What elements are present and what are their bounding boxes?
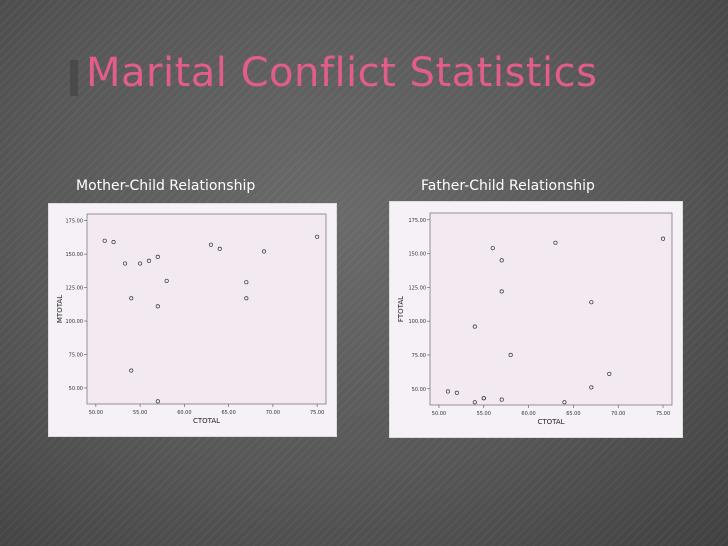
data-point (129, 368, 134, 373)
slide-title: Marital Conflict Statistics (86, 50, 598, 96)
data-point (261, 249, 267, 254)
y-tick-label: 150.00 (66, 252, 84, 258)
data-point (146, 258, 152, 263)
data-point (499, 397, 504, 402)
data-point (589, 385, 594, 390)
data-point (315, 234, 320, 239)
data-point (129, 296, 134, 301)
data-point (102, 238, 107, 243)
data-point (454, 390, 459, 395)
y-tick-label: 50.00 (412, 387, 426, 393)
data-point (472, 400, 477, 405)
x-tick-label: 70.00 (266, 410, 280, 416)
x-tick-label: 60.00 (521, 411, 535, 417)
x-tick-label: 70.00 (611, 411, 625, 417)
data-point (660, 236, 666, 241)
data-point (164, 278, 169, 283)
plot-area (429, 212, 673, 406)
x-tick-label: 75.00 (310, 410, 324, 416)
father-child-heading: Father-Child Relationship (421, 178, 595, 194)
y-tick-label: 175.00 (409, 218, 427, 224)
father-child-chart-panel: 50.00 55.00 60.00 65.00 70.00 75.00 50.00 75.00… (389, 201, 683, 438)
x-tick-label: 55.00 (133, 410, 147, 416)
x-axis-label: CTOTAL (193, 417, 220, 425)
y-tick-label: 75.00 (412, 353, 426, 359)
data-point (445, 389, 450, 394)
data-point (111, 240, 116, 245)
x-tick-label: 65.00 (566, 411, 580, 417)
y-tick-label: 125.00 (66, 286, 84, 292)
x-tick-label: 50.00 (432, 411, 446, 417)
data-point (217, 246, 222, 251)
data-point (123, 261, 128, 266)
data-point (553, 240, 558, 245)
y-axis-label: MTOTAL (56, 295, 64, 323)
data-point (499, 258, 504, 263)
mother-child-scatter-plot: 50.00 55.00 60.00 65.00 70.00 75.00 50.00 75.00… (56, 213, 327, 425)
data-point (155, 254, 160, 259)
y-tick-label: 175.00 (66, 219, 84, 225)
data-point (208, 242, 213, 247)
y-tick-label: 100.00 (409, 319, 427, 325)
data-point (481, 396, 486, 401)
data-point (472, 324, 477, 329)
mother-child-heading: Mother-Child Relationship (76, 178, 256, 194)
title-accent-bar (70, 60, 78, 96)
data-point (138, 261, 143, 266)
x-tick-label: 65.00 (221, 410, 235, 416)
father-child-scatter-plot: 50.00 55.00 60.00 65.00 70.00 75.00 50.00 75.00… (397, 212, 673, 426)
x-tick-label: 60.00 (177, 410, 191, 416)
data-point (607, 371, 612, 376)
x-axis-label: CTOTAL (537, 418, 564, 426)
data-point (508, 352, 513, 358)
x-tick-label: 75.00 (656, 411, 670, 417)
data-point (244, 280, 249, 285)
data-point (155, 399, 160, 404)
plot-area (86, 213, 327, 405)
mother-child-chart-panel: 50.00 55.00 60.00 65.00 70.00 75.00 50.00 75.00… (48, 203, 337, 437)
y-tick-label: 50.00 (69, 386, 83, 392)
y-tick-label: 100.00 (66, 319, 84, 325)
data-point (499, 289, 504, 294)
data-point (589, 300, 594, 305)
data-point (155, 304, 160, 309)
y-tick-label: 75.00 (69, 352, 83, 358)
data-point (244, 296, 249, 301)
y-axis-label: FTOTAL (397, 296, 405, 322)
y-tick-label: 125.00 (409, 285, 427, 291)
data-point (562, 400, 567, 405)
data-point (490, 246, 495, 251)
y-tick-label: 150.00 (409, 252, 427, 258)
x-tick-label: 50.00 (89, 410, 103, 416)
x-tick-label: 55.00 (477, 411, 491, 417)
